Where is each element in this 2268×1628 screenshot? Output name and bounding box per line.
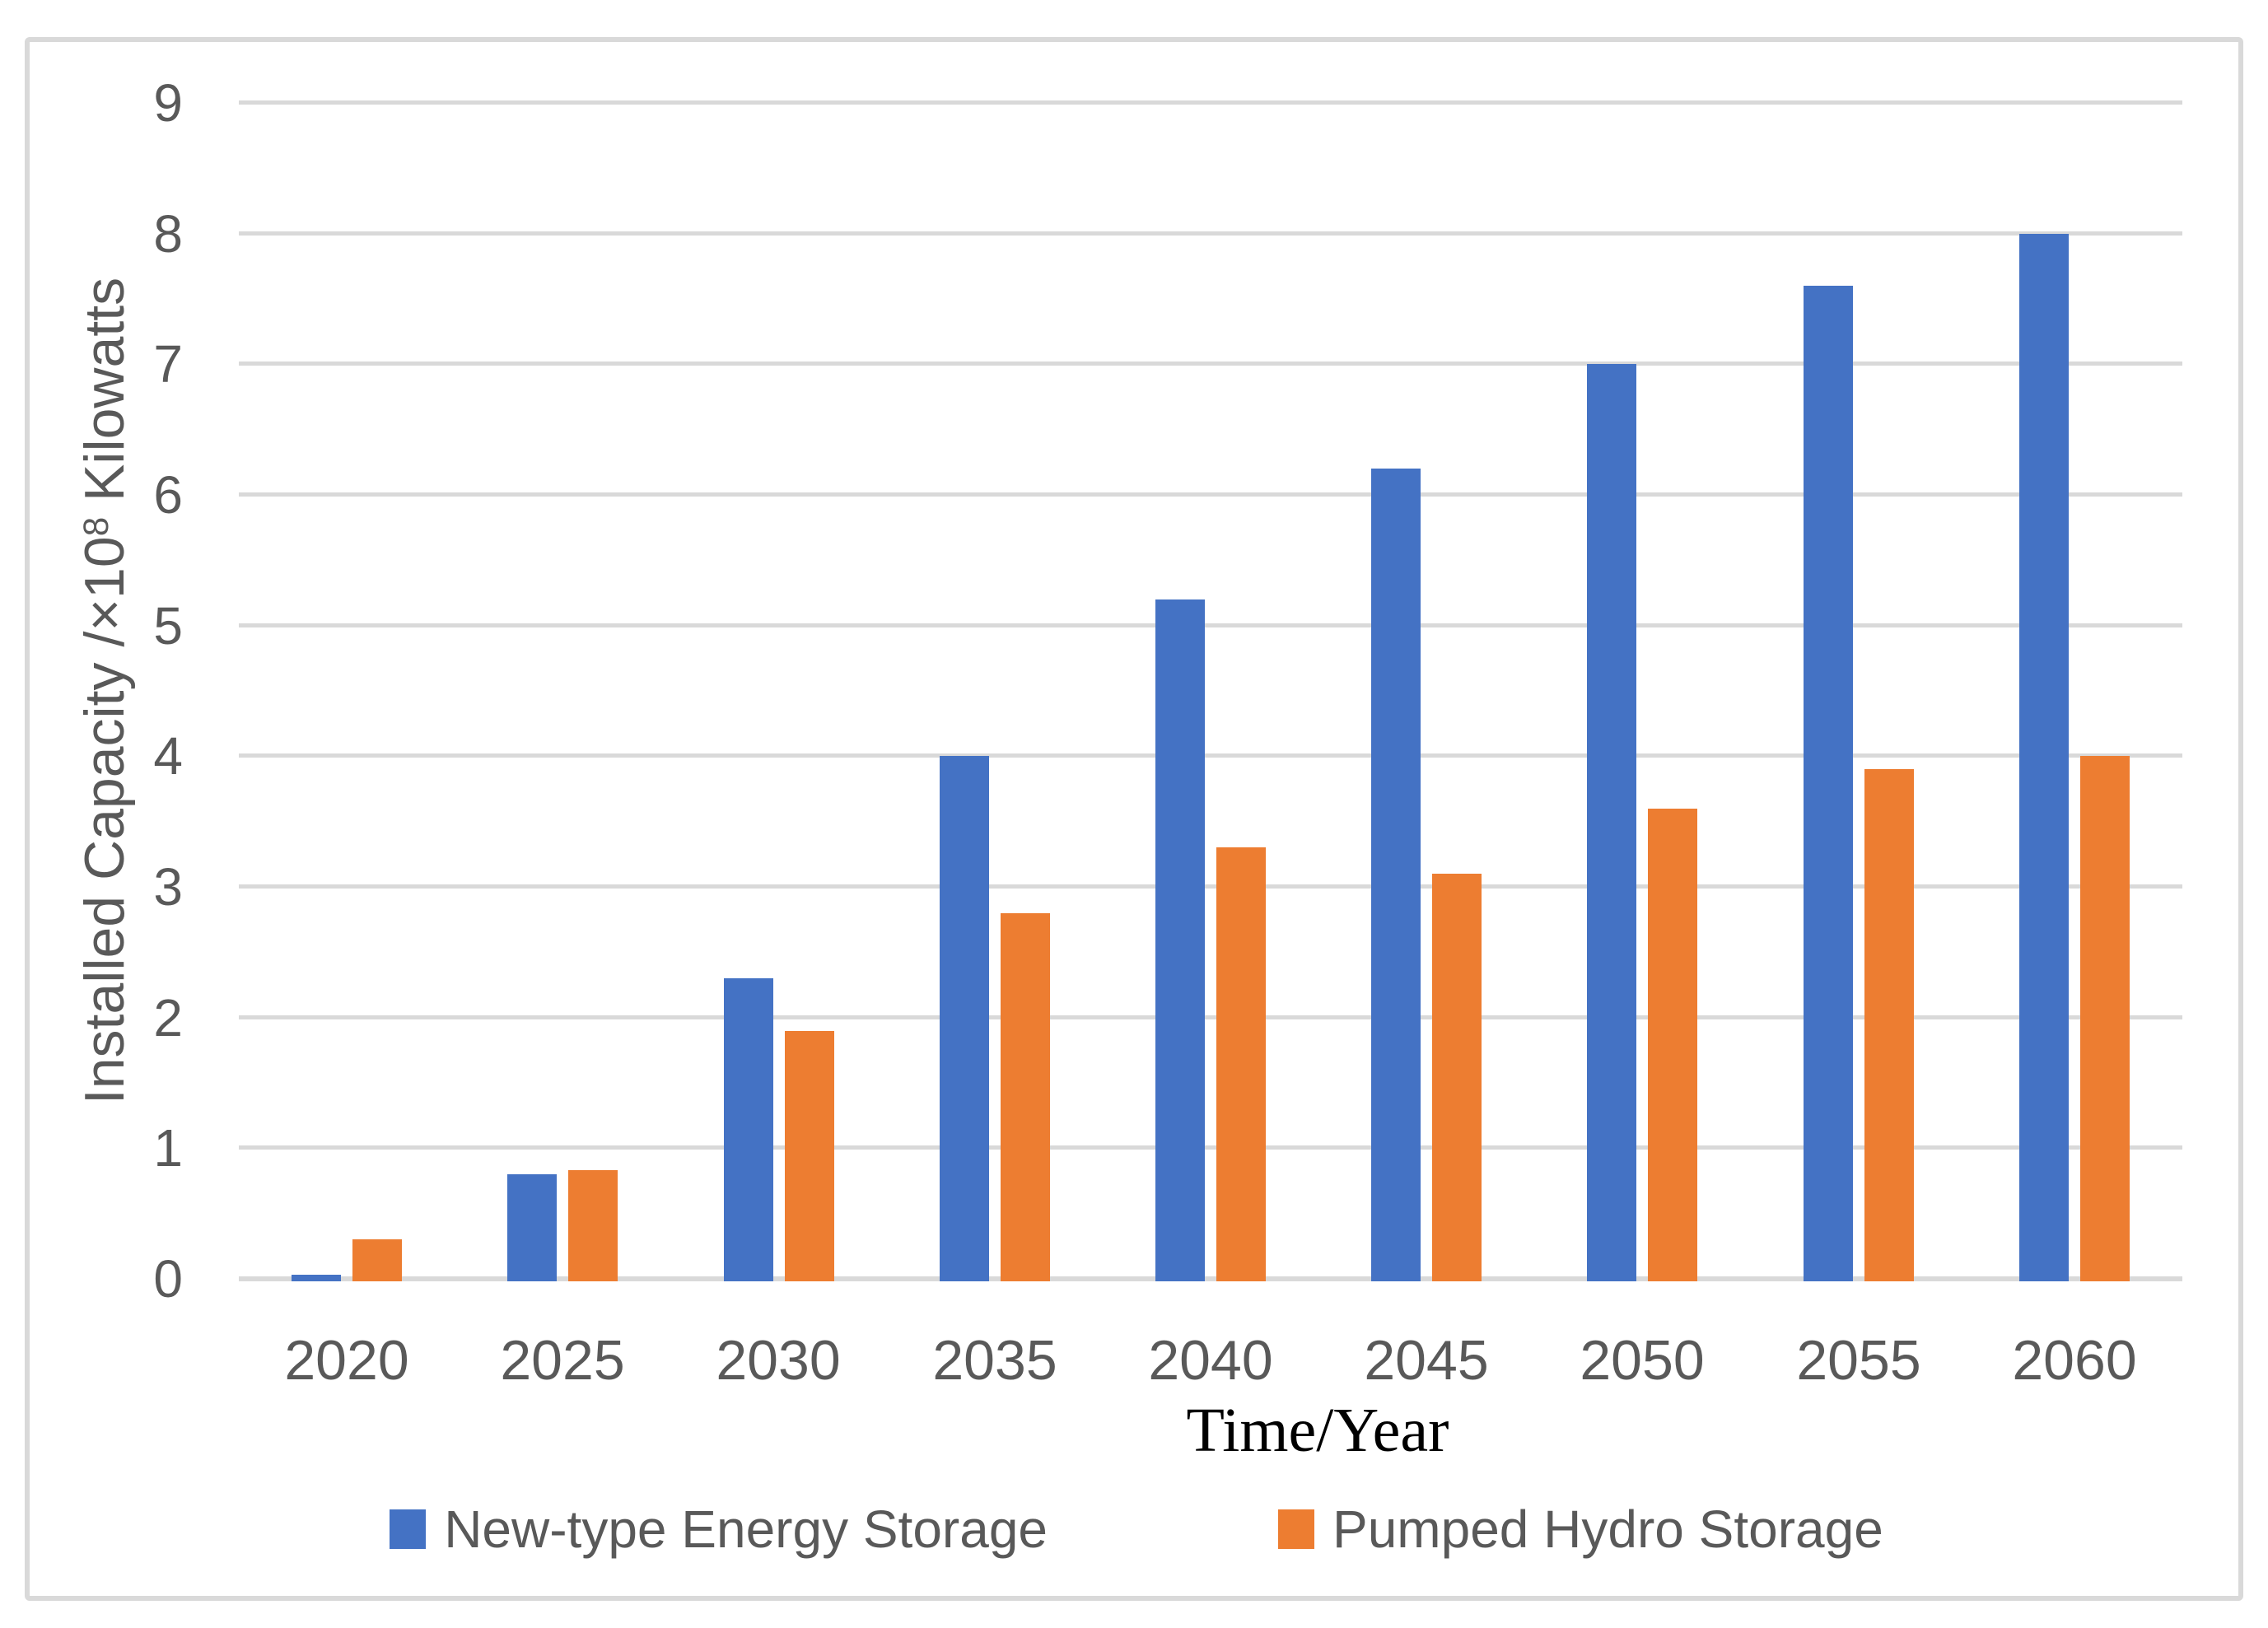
bar-pumped-hydro-storage-2055 — [1864, 769, 1914, 1281]
legend-marker-pumped-hydro-storage — [1278, 1509, 1314, 1549]
y-tick-label-6: 6 — [153, 465, 183, 525]
legend-item-new-type-energy-storage: New-type Energy Storage — [390, 1499, 1048, 1560]
gridline-6 — [239, 492, 2182, 497]
bar-new-type-energy-storage-2020 — [292, 1275, 341, 1281]
legend-marker-new-type-energy-storage — [390, 1509, 427, 1549]
legend-label-pumped-hydro-storage: Pumped Hydro Storage — [1332, 1500, 1883, 1559]
y-tick-label-2: 2 — [153, 987, 183, 1047]
bar-pumped-hydro-storage-2040 — [1216, 847, 1266, 1281]
gridline-9 — [239, 100, 2182, 105]
gridline-3 — [239, 884, 2182, 889]
bar-new-type-energy-storage-2060 — [2019, 234, 2069, 1281]
bar-new-type-energy-storage-2035 — [940, 756, 989, 1281]
x-tick-label-2050: 2050 — [1580, 1329, 1705, 1392]
bar-pumped-hydro-storage-2060 — [2080, 756, 2130, 1281]
x-axis-line — [239, 1276, 2182, 1281]
y-tick-label-1: 1 — [153, 1118, 183, 1178]
bar-pumped-hydro-storage-2050 — [1648, 809, 1697, 1281]
x-tick-label-2035: 2035 — [932, 1329, 1057, 1392]
x-tick-label-2045: 2045 — [1364, 1329, 1489, 1392]
bar-pumped-hydro-storage-2025 — [568, 1170, 618, 1281]
bar-pumped-hydro-storage-2030 — [785, 1031, 834, 1281]
legend-item-pumped-hydro-storage: Pumped Hydro Storage — [1278, 1499, 1883, 1560]
gridline-4 — [239, 753, 2182, 758]
gridline-1 — [239, 1145, 2182, 1150]
bar-pumped-hydro-storage-2035 — [1001, 913, 1050, 1281]
bar-new-type-energy-storage-2040 — [1155, 599, 1205, 1281]
x-tick-label-2030: 2030 — [716, 1329, 841, 1392]
x-tick-label-2055: 2055 — [1796, 1329, 1921, 1392]
y-tick-label-4: 4 — [153, 726, 183, 786]
x-tick-label-2060: 2060 — [2012, 1329, 2137, 1392]
bar-new-type-energy-storage-2025 — [507, 1174, 557, 1281]
bar-new-type-energy-storage-2030 — [724, 978, 773, 1281]
y-tick-label-7: 7 — [153, 334, 183, 394]
gridline-5 — [239, 623, 2182, 627]
bar-new-type-energy-storage-2050 — [1587, 364, 1636, 1281]
legend-label-new-type-energy-storage: New-type Energy Storage — [444, 1500, 1048, 1559]
gridline-8 — [239, 231, 2182, 236]
x-tick-label-2020: 2020 — [284, 1329, 409, 1392]
x-tick-label-2025: 2025 — [500, 1329, 625, 1392]
y-tick-label-5: 5 — [153, 595, 183, 655]
y-tick-label-3: 3 — [153, 857, 183, 917]
bar-pumped-hydro-storage-2045 — [1432, 874, 1482, 1281]
gridline-7 — [239, 362, 2182, 366]
gridline-2 — [239, 1015, 2182, 1019]
y-tick-label-0: 0 — [153, 1249, 183, 1308]
legend: New-type Energy Storage Pumped Hydro Sto… — [30, 1499, 2243, 1560]
bar-new-type-energy-storage-2045 — [1371, 469, 1421, 1281]
y-tick-label-9: 9 — [153, 73, 183, 133]
y-tick-label-8: 8 — [153, 203, 183, 264]
bar-pumped-hydro-storage-2020 — [352, 1239, 402, 1281]
x-axis-title: Time/Year — [1186, 1396, 1449, 1465]
bar-new-type-energy-storage-2055 — [1804, 286, 1853, 1281]
x-tick-label-2040: 2040 — [1148, 1329, 1273, 1392]
